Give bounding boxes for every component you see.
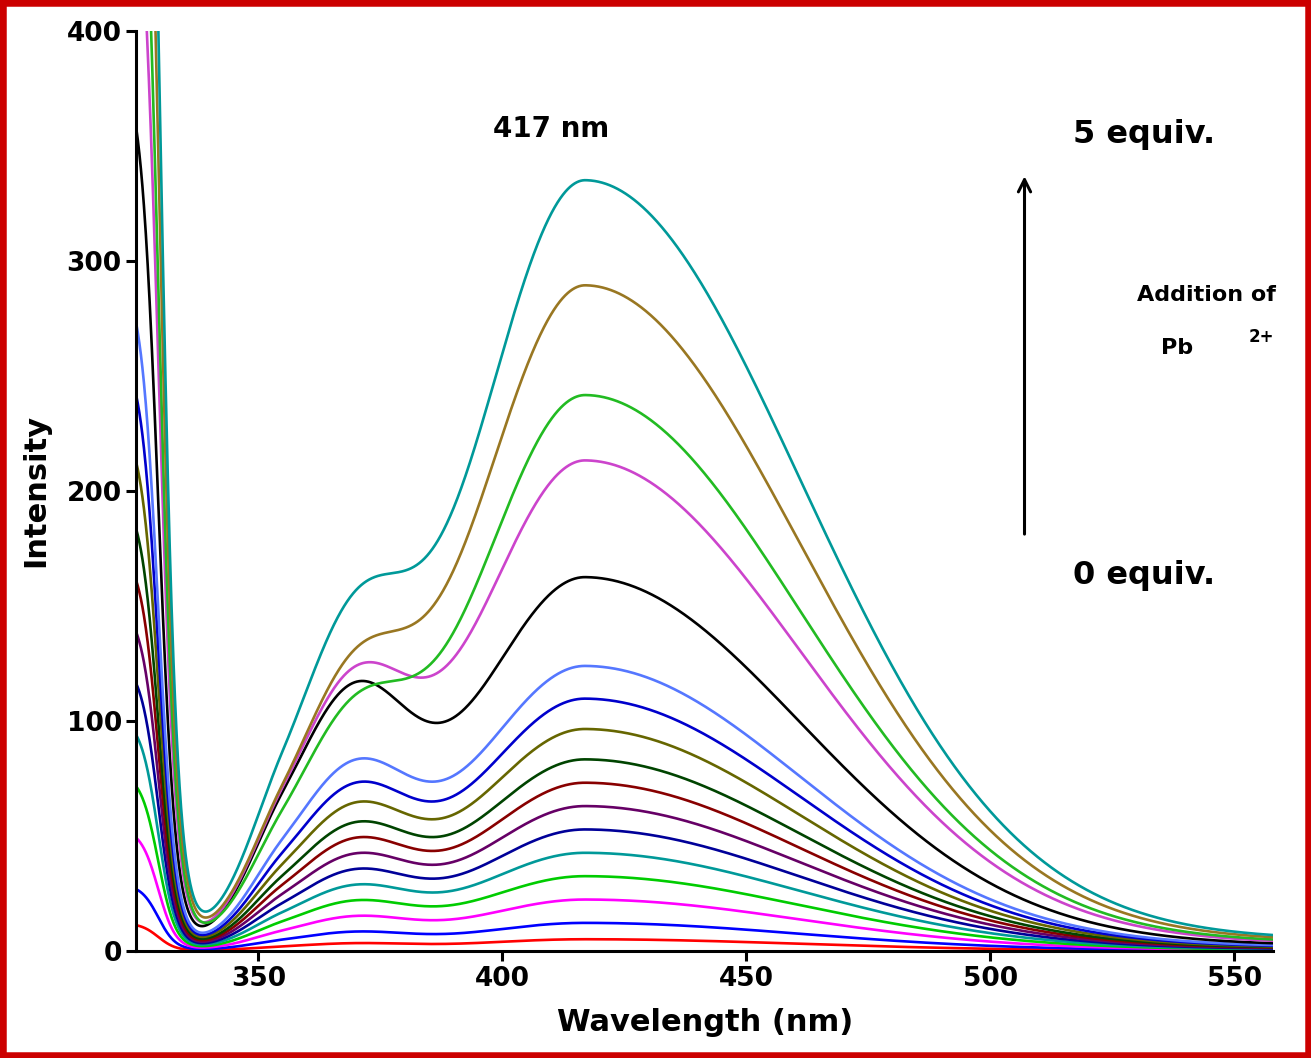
Y-axis label: Intensity: Intensity xyxy=(21,415,50,567)
Text: 0 equiv.: 0 equiv. xyxy=(1074,561,1215,591)
Text: 5 equiv.: 5 equiv. xyxy=(1074,118,1215,150)
X-axis label: Wavelength (nm): Wavelength (nm) xyxy=(557,1008,853,1037)
Text: Addition of: Addition of xyxy=(1137,286,1276,306)
Text: 2+: 2+ xyxy=(1249,328,1274,346)
Text: 417 nm: 417 nm xyxy=(493,114,608,143)
Text: Pb: Pb xyxy=(1162,339,1193,359)
